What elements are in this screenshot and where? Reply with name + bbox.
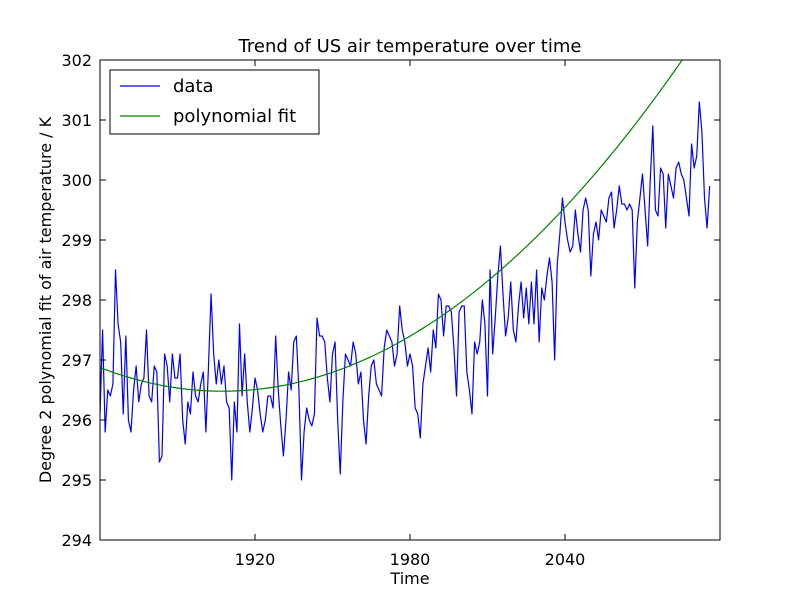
chart-title: Trend of US air temperature over time — [238, 36, 582, 57]
plot-background — [100, 60, 720, 540]
y-tick-label: 297 — [61, 351, 92, 370]
x-tick-label: 2040 — [545, 550, 586, 569]
y-tick-label: 296 — [61, 411, 92, 430]
series-layer — [100, 60, 711, 481]
series-line-polynomial-fit — [100, 60, 683, 392]
y-tick-label: 294 — [61, 531, 92, 550]
legend-label-fit: polynomial fit — [173, 106, 296, 127]
plot-area: 294 295 296 297 298 299 300 301 302 1920 1980 2040 — [61, 51, 721, 569]
series-line-data — [100, 101, 711, 481]
y-axis-label: Degree 2 polynomial fit of air temperatu… — [36, 116, 55, 483]
legend: data polynomial fit — [109, 69, 320, 135]
x-tick-label: 1980 — [390, 550, 431, 569]
y-tick-label: 295 — [61, 471, 92, 490]
x-tick-label: 1920 — [235, 550, 276, 569]
y-tick-label: 302 — [61, 51, 92, 70]
plot-frame — [99, 59, 721, 541]
legend-label-data: data — [173, 76, 214, 97]
y-tick-label: 299 — [61, 231, 92, 250]
x-axis-label: Time — [389, 569, 429, 588]
legend-box — [109, 69, 320, 135]
y-tick-label: 301 — [61, 111, 92, 130]
axis-ticks: 294 295 296 297 298 299 300 301 302 1920 1980 2040 — [61, 51, 720, 569]
y-tick-label: 298 — [61, 291, 92, 310]
y-tick-label: 300 — [61, 171, 92, 190]
